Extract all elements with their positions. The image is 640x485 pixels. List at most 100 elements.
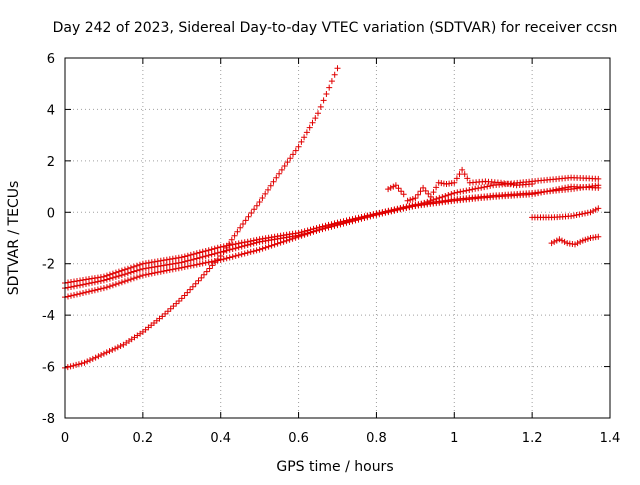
- data-point-marker: [456, 171, 463, 178]
- data-point-marker: [223, 247, 230, 254]
- data-point-marker: [448, 191, 455, 197]
- data-point-marker: [253, 247, 260, 254]
- data-point-marker: [226, 246, 233, 253]
- data-point-marker: [397, 205, 404, 211]
- data-point-marker: [175, 265, 182, 272]
- data-point-marker: [400, 191, 407, 198]
- data-point-marker: [284, 159, 291, 166]
- y-tick-label: -4: [42, 309, 55, 324]
- data-point-marker: [469, 186, 476, 193]
- data-point-marker: [262, 244, 269, 251]
- data-point-marker: [295, 233, 302, 240]
- data-point-marker: [584, 235, 591, 242]
- data-point-marker: [574, 240, 581, 247]
- data-point-marker: [248, 210, 255, 216]
- data-point-marker: [317, 103, 324, 110]
- data-point-marker: [133, 267, 140, 274]
- data-point-marker: [373, 210, 380, 217]
- data-point-marker: [78, 360, 85, 367]
- data-point-marker: [211, 245, 218, 252]
- data-point-marker: [404, 197, 411, 204]
- series-track: [62, 174, 602, 292]
- data-point-marker: [181, 292, 188, 299]
- x-tick-label: 0.2: [133, 431, 154, 446]
- data-point-marker: [407, 196, 414, 203]
- data-point-marker: [276, 170, 283, 177]
- data-point-marker: [223, 255, 230, 262]
- data-point-marker: [278, 166, 285, 173]
- data-point-marker: [561, 238, 568, 245]
- data-point-marker: [187, 286, 194, 293]
- data-point-marker: [118, 279, 125, 286]
- data-point-marker: [301, 231, 308, 238]
- data-point-marker: [292, 234, 299, 241]
- data-point-marker: [190, 251, 197, 258]
- data-point-marker: [193, 250, 200, 257]
- data-point-marker: [277, 239, 284, 246]
- data-point-marker: [337, 220, 344, 227]
- data-point-marker: [214, 249, 221, 256]
- data-point-marker: [112, 281, 119, 288]
- data-point-marker: [164, 308, 171, 315]
- data-point-marker: [80, 281, 86, 288]
- data-point-marker: [459, 166, 466, 173]
- data-point-marker: [385, 186, 392, 193]
- data-point-marker: [355, 215, 362, 222]
- data-point-marker: [331, 71, 338, 78]
- data-point-marker: [409, 196, 416, 202]
- data-point-marker: [267, 182, 274, 189]
- data-point-marker: [286, 236, 293, 243]
- data-point-marker: [460, 188, 467, 195]
- data-point-marker: [237, 224, 244, 231]
- data-point-marker: [217, 244, 224, 250]
- data-point-marker: [256, 199, 263, 205]
- data-point-marker: [328, 222, 335, 229]
- data-point-marker: [238, 251, 245, 258]
- data-point-marker: [127, 269, 134, 276]
- series-track: [385, 166, 536, 204]
- data-point-marker: [349, 216, 356, 223]
- data-point-marker: [196, 261, 203, 267]
- data-point-marker: [457, 188, 464, 195]
- data-point-marker: [290, 151, 296, 158]
- data-point-marker: [451, 179, 458, 186]
- x-axis-label: GPS time / hours: [276, 459, 393, 475]
- data-point-marker: [148, 270, 155, 277]
- data-point-marker: [367, 212, 374, 219]
- data-point-marker: [466, 187, 473, 193]
- y-tick-label: -8: [42, 412, 55, 427]
- series-track: [529, 205, 602, 221]
- data-point-marker: [395, 185, 402, 192]
- data-point-marker: [352, 216, 359, 223]
- data-point-marker: [83, 281, 89, 287]
- data-point-marker: [370, 211, 377, 218]
- x-tick-label: 1.2: [522, 431, 543, 446]
- data-point-marker: [430, 189, 437, 196]
- data-point-marker: [97, 285, 104, 292]
- data-point-marker: [313, 227, 320, 234]
- data-point-marker: [199, 253, 206, 260]
- data-point-marker: [303, 129, 310, 136]
- data-point-marker: [582, 236, 589, 243]
- data-point-marker: [160, 268, 167, 275]
- data-point-marker: [203, 268, 210, 275]
- data-point-marker: [214, 244, 221, 251]
- data-point-marker: [157, 268, 164, 275]
- data-point-marker: [187, 251, 194, 258]
- data-point-marker: [265, 186, 271, 193]
- data-point-marker: [319, 225, 326, 232]
- data-point-marker: [214, 257, 221, 264]
- data-point-marker: [136, 273, 143, 280]
- data-point-marker: [453, 175, 460, 182]
- data-point-marker: [178, 295, 185, 302]
- data-point-marker: [73, 361, 80, 368]
- data-point-marker: [217, 249, 224, 256]
- data-point-marker: [103, 276, 110, 283]
- x-tick-label: 1: [450, 431, 458, 446]
- data-point-marker: [91, 279, 98, 286]
- data-point-marker: [403, 203, 410, 210]
- data-point-marker: [199, 248, 206, 255]
- data-point-marker: [484, 183, 491, 190]
